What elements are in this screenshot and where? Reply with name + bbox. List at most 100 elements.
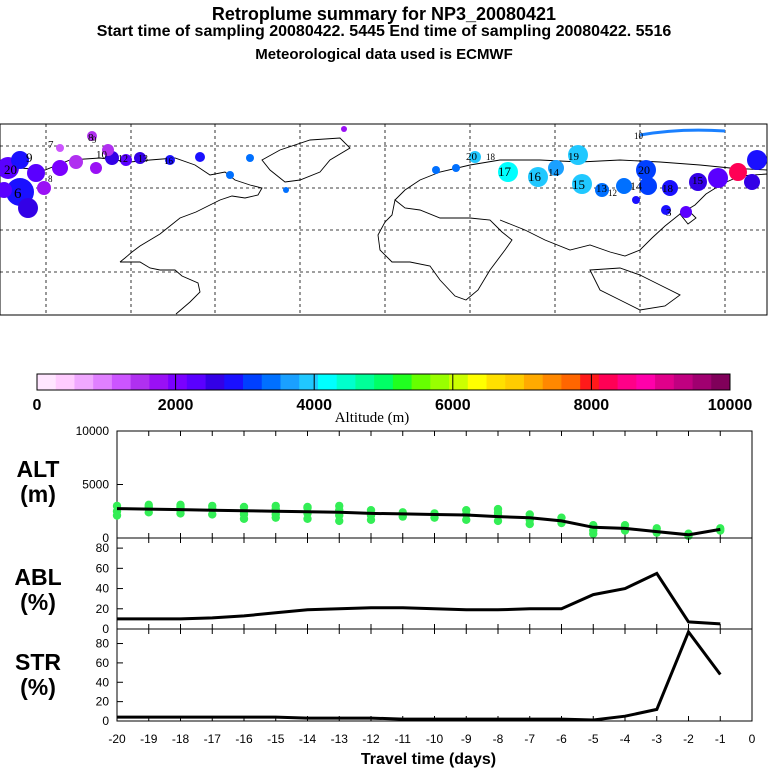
eurasia-north-coast xyxy=(394,159,768,201)
x-tick-label: -20 xyxy=(108,732,126,746)
plume-day-label: 17 xyxy=(498,164,512,179)
x-tick-label: -16 xyxy=(235,732,253,746)
plume-marker xyxy=(498,162,518,182)
colorbar-swatch xyxy=(186,374,206,390)
colorbar-swatch xyxy=(130,374,150,390)
plume-marker xyxy=(283,187,289,193)
colorbar-swatch xyxy=(317,374,338,390)
plume-marker xyxy=(595,183,609,197)
plume-day-label: 20 xyxy=(638,163,650,177)
plume-day-label: 12 xyxy=(608,188,617,198)
plume-day-label: 15 xyxy=(572,177,585,192)
colorbar-tick-label: 0 xyxy=(33,397,42,414)
y-tick-label: 80 xyxy=(96,541,110,555)
colorbar-swatch xyxy=(37,374,57,390)
x-tick-label: -8 xyxy=(493,732,504,746)
alt-scatter-point xyxy=(462,515,471,525)
x-tick-label: -5 xyxy=(588,732,599,746)
colorbar-swatch xyxy=(336,374,356,390)
colorbar-swatch xyxy=(299,374,319,390)
plume-day-label: 20 xyxy=(466,151,478,163)
colorbar-swatch xyxy=(711,374,731,390)
y-tick-label: 0 xyxy=(102,531,109,545)
plume-day-label: 10 xyxy=(634,131,644,141)
plume-day-label: 9 xyxy=(26,150,33,165)
map-gridlines xyxy=(0,124,767,315)
colorbar-tick-label: 4000 xyxy=(296,397,332,414)
chart-title: Retroplume summary for NP3_20080421 xyxy=(211,4,557,24)
x-tick-label: -18 xyxy=(172,732,190,746)
x-tick-label: -6 xyxy=(556,732,567,746)
alt-scatter-point xyxy=(493,508,503,517)
abl-panel-label-line2: (%) xyxy=(20,589,56,615)
abl-panel-label-line1: ABL xyxy=(14,564,61,590)
plume-marker xyxy=(636,160,656,180)
x-tick-label: -12 xyxy=(362,732,380,746)
plume-marker xyxy=(616,178,632,194)
x-tick-label: 0 xyxy=(749,732,756,746)
colorbar-swatch xyxy=(168,374,188,390)
plume-marker xyxy=(102,144,114,156)
plume-day-label: 13 xyxy=(596,183,608,195)
colorbar-swatch xyxy=(111,374,132,390)
plume-marker xyxy=(69,155,83,169)
colorbar-tick-label: 6000 xyxy=(435,397,471,414)
y-tick-label: 60 xyxy=(96,656,110,670)
x-tick-label: -13 xyxy=(331,732,349,746)
colorbar-swatch xyxy=(561,374,581,390)
plume-day-label: 20 xyxy=(4,162,17,177)
colorbar-swatch xyxy=(598,374,619,390)
colorbar-swatch xyxy=(261,374,281,390)
greenland-coast xyxy=(261,137,351,183)
y-tick-label: 10000 xyxy=(76,424,110,438)
colorbar-swatch xyxy=(655,374,675,390)
str-panel-label-line2: (%) xyxy=(20,674,56,700)
colorbar-swatch xyxy=(692,374,712,390)
colorbar-tick-label: 8000 xyxy=(574,397,610,414)
plume-marker xyxy=(11,151,29,169)
colorbar-swatch xyxy=(486,374,506,390)
plume-marker xyxy=(52,160,68,176)
colorbar-swatch xyxy=(467,374,487,390)
colorbar-swatch xyxy=(580,374,600,390)
alt-series-line xyxy=(116,507,721,537)
plume-marker xyxy=(432,166,440,174)
x-tick-label: -17 xyxy=(204,732,222,746)
plume-marker xyxy=(0,182,12,198)
alt-scatter-point xyxy=(303,502,312,512)
plume-marker xyxy=(246,154,254,162)
colorbar-swatch xyxy=(205,374,225,390)
plume-marker xyxy=(452,164,460,172)
plume-day-label: 16 xyxy=(528,169,542,184)
plume-day-label: 14 xyxy=(630,179,642,193)
plume-marker xyxy=(165,155,175,165)
plume-marker xyxy=(662,180,678,196)
colorbar-swatch xyxy=(55,374,75,390)
plume-day-label: 10 xyxy=(96,149,108,161)
plume-day-label: 3 xyxy=(666,207,672,219)
plume-day-label: 19 xyxy=(568,151,580,163)
alt-scatter-point xyxy=(208,501,217,511)
alt-scatter-point xyxy=(335,516,344,526)
colorbar-swatch xyxy=(411,374,431,390)
plume-day-label: 8 xyxy=(48,174,53,184)
plume-marker xyxy=(56,144,64,152)
y-tick-label: 0 xyxy=(102,714,109,728)
y-tick-label: 20 xyxy=(96,602,110,616)
x-tick-label: -14 xyxy=(299,732,317,746)
plume-marker xyxy=(548,160,564,176)
plume-marker xyxy=(680,206,692,218)
plume-marker xyxy=(744,174,760,190)
colorbar-swatch xyxy=(93,374,113,390)
alt-scatter-point xyxy=(239,514,249,523)
plume-marker xyxy=(134,152,146,164)
plume-day-label: 12 xyxy=(118,154,128,165)
colorbar-swatch xyxy=(617,374,637,390)
colorbar-tick-label: 2000 xyxy=(158,397,194,414)
plume-day-label: 7 xyxy=(48,139,54,151)
x-tick-label: -11 xyxy=(395,732,412,746)
plume-marker xyxy=(729,163,747,181)
x-tick-label: -7 xyxy=(524,732,535,746)
plume-marker xyxy=(469,151,481,163)
